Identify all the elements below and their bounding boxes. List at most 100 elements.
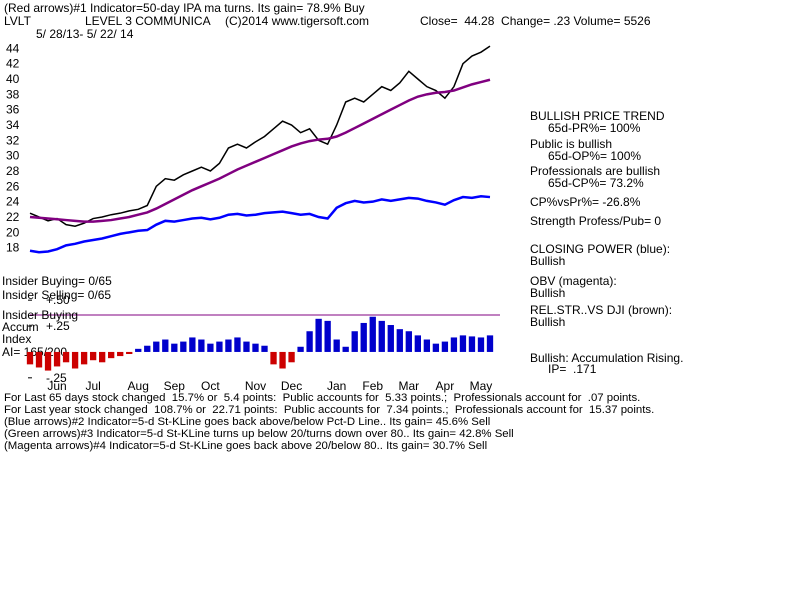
y-tick-label: +.25 <box>46 319 70 333</box>
bar <box>387 325 394 352</box>
bar <box>117 351 124 357</box>
y-tick-label: 42 <box>6 57 20 71</box>
bar <box>62 351 70 363</box>
x-tick-label: Feb <box>362 379 383 393</box>
quote: Close= 44.28 Change= .23 Volume= 5526 <box>420 14 651 28</box>
bar <box>207 343 214 352</box>
bar <box>261 345 268 352</box>
x-tick-label: Sep <box>164 379 186 393</box>
bar <box>414 335 421 352</box>
bar <box>279 351 286 369</box>
bar <box>360 322 367 352</box>
bar <box>477 337 485 352</box>
side-text: CP%vsPr%= -26.8% <box>530 195 641 209</box>
bar <box>99 351 106 363</box>
y-tick-label: 18 <box>6 241 20 255</box>
bar <box>26 351 34 365</box>
left-label: Insider Selling= 0/65 <box>2 288 111 302</box>
y-tick-label: 38 <box>6 87 20 101</box>
footer-line: (Blue arrows)#2 Indicator=5-d St-KLine g… <box>4 416 490 428</box>
bar <box>234 337 241 352</box>
y-tick-label: 34 <box>6 118 20 132</box>
side-text: Bullish: Accumulation Rising. <box>530 351 683 365</box>
x-tick-label: Oct <box>201 379 220 393</box>
y-tick-label: 20 <box>6 225 20 239</box>
bar <box>288 351 295 363</box>
y-tick-label: 28 <box>6 164 20 178</box>
bar <box>423 339 431 352</box>
side-text: Bullish <box>530 315 565 329</box>
bar <box>243 341 250 352</box>
side-text: Bullish <box>530 286 565 300</box>
y-tick-label: 30 <box>6 149 20 163</box>
company: LEVEL 3 COMMUNICA <box>85 14 211 28</box>
signal: (Red arrows)#1 Indicator=50-day IPA ma t… <box>4 1 365 15</box>
bar <box>171 343 178 352</box>
y-tick-label: 36 <box>6 103 20 117</box>
bar <box>144 345 151 352</box>
bar <box>252 343 259 352</box>
y-tick-label: 26 <box>6 179 20 193</box>
side-text: Bullish <box>530 254 565 268</box>
left-label: Insider Buying= 0/65 <box>2 274 112 288</box>
series-line <box>29 195 491 254</box>
x-tick-label: Apr <box>436 379 455 393</box>
bar <box>270 351 277 365</box>
dates: 5/ 28/13- 5/ 22/ 14 <box>36 27 134 41</box>
bar <box>486 335 494 352</box>
bar <box>405 331 412 352</box>
y-tick-label: -.25 <box>46 371 67 385</box>
bar <box>44 351 52 371</box>
side-text: REL.STR..VS DJI (brown): <box>530 303 672 317</box>
bar <box>216 341 223 352</box>
footer-line: For Last year stock changed 108.7% or 22… <box>4 404 654 416</box>
side-text: 65d-OP%= 100% <box>548 149 641 163</box>
bar <box>35 351 43 368</box>
side-text: 65d-PR%= 100% <box>548 121 641 135</box>
bar <box>297 346 304 352</box>
side-text: 65d-CP%= 73.2% <box>548 176 644 190</box>
bar <box>71 351 79 369</box>
bar <box>459 335 467 352</box>
bar <box>225 339 232 352</box>
bar <box>333 339 340 352</box>
y-tick-label: +.50 <box>46 293 70 307</box>
bar <box>162 339 169 352</box>
footer-line: (Magenta arrows)#4 Indicator=5-d St-KLin… <box>4 440 487 452</box>
bar <box>342 346 349 352</box>
x-tick-label: May <box>470 379 493 393</box>
bar <box>378 320 385 352</box>
y-tick-label: 40 <box>6 72 20 86</box>
side-text: Strength Profess/Pub= 0 <box>530 214 661 228</box>
bar <box>468 336 476 352</box>
bar <box>441 341 449 352</box>
bar <box>108 351 115 359</box>
side-text: BULLISH PRICE TREND <box>530 109 665 123</box>
x-tick-label: Dec <box>281 379 302 393</box>
side-text: OBV (magenta): <box>530 274 617 288</box>
left-label: Index <box>2 332 31 346</box>
bar <box>135 348 142 352</box>
x-tick-label: Jan <box>327 379 346 393</box>
bar <box>351 331 358 352</box>
bar <box>189 337 196 352</box>
x-tick-label: Aug <box>128 379 149 393</box>
bar <box>369 316 376 352</box>
bar <box>324 320 331 352</box>
y-tick-label: 24 <box>6 195 20 209</box>
bar <box>80 351 88 365</box>
bar <box>306 331 313 352</box>
bar <box>198 339 205 352</box>
symbol: LVLT <box>4 14 32 28</box>
x-tick-label: Jun <box>47 379 66 393</box>
bar <box>126 351 133 355</box>
side-text: Professionals are bullish <box>530 164 660 178</box>
x-tick-label: Jul <box>85 379 100 393</box>
footer-line: For Last 65 days stock changed 15.7% or … <box>4 392 640 404</box>
y-tick-label: 32 <box>6 133 20 147</box>
y-tick-label: 44 <box>6 41 20 55</box>
bar <box>315 318 322 352</box>
left-label: Accum <box>2 320 39 334</box>
